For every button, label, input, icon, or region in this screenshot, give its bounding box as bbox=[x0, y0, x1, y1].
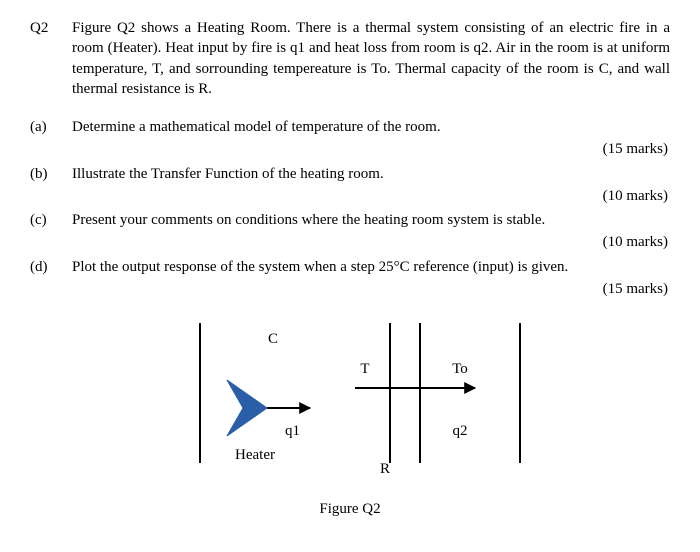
part-c: (c) Present your comments on conditions … bbox=[30, 210, 670, 253]
svg-text:To: To bbox=[452, 361, 468, 377]
part-label: (b) bbox=[30, 164, 72, 184]
part-marks: (10 marks) bbox=[30, 232, 670, 252]
question-label: Q2 bbox=[30, 18, 72, 99]
part-a: (a) Determine a mathematical model of te… bbox=[30, 117, 670, 160]
part-label: (d) bbox=[30, 257, 72, 277]
svg-text:C: C bbox=[268, 331, 278, 347]
part-marks: (15 marks) bbox=[30, 279, 670, 299]
figure-container: C T To q1 q2 Heater R Figure Q2 bbox=[30, 313, 670, 519]
svg-text:q1: q1 bbox=[285, 423, 300, 439]
part-text: Plot the output response of the system w… bbox=[72, 257, 670, 277]
figure-caption: Figure Q2 bbox=[319, 499, 380, 519]
question-text: Figure Q2 shows a Heating Room. There is… bbox=[72, 18, 670, 99]
part-label: (c) bbox=[30, 210, 72, 230]
svg-text:R: R bbox=[380, 461, 390, 477]
part-text: Determine a mathematical model of temper… bbox=[72, 117, 670, 137]
svg-text:Heater: Heater bbox=[235, 447, 275, 463]
part-marks: (15 marks) bbox=[30, 139, 670, 159]
part-text: Present your comments on conditions wher… bbox=[72, 210, 670, 230]
svg-text:T: T bbox=[360, 361, 369, 377]
part-d: (d) Plot the output response of the syst… bbox=[30, 257, 670, 300]
part-label: (a) bbox=[30, 117, 72, 137]
part-marks: (10 marks) bbox=[30, 186, 670, 206]
question-row: Q2 Figure Q2 shows a Heating Room. There… bbox=[30, 18, 670, 99]
heating-room-diagram: C T To q1 q2 Heater R bbox=[160, 313, 540, 493]
svg-text:q2: q2 bbox=[453, 423, 468, 439]
part-b: (b) Illustrate the Transfer Function of … bbox=[30, 164, 670, 207]
part-text: Illustrate the Transfer Function of the … bbox=[72, 164, 670, 184]
